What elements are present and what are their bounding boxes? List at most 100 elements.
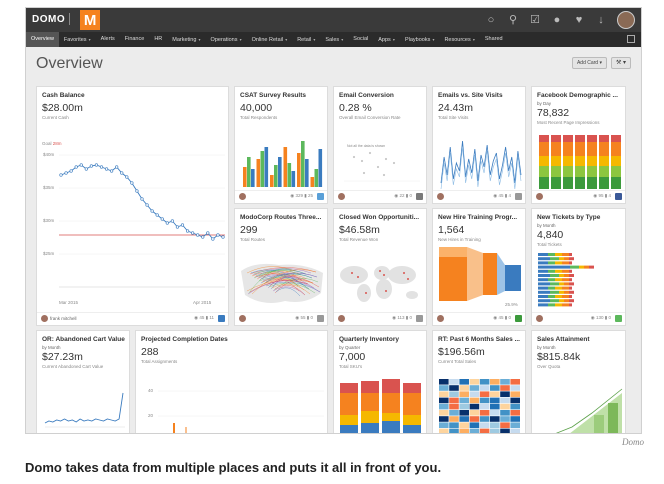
avatar[interactable] — [617, 11, 635, 29]
wrench-button[interactable]: ⚒ ▾ — [611, 57, 631, 69]
heat-cell — [479, 379, 490, 385]
nav-item-overview[interactable]: Overview — [26, 32, 59, 47]
card-stats: ◉ 22 ▮ 0 — [394, 193, 412, 198]
fb-bar-segment — [587, 135, 597, 142]
search-icon[interactable]: ⚲ — [508, 14, 518, 26]
owner-avatar[interactable] — [437, 315, 444, 322]
fb-bar-segment — [611, 177, 621, 189]
csat-bar — [274, 165, 278, 187]
company-logo[interactable]: M — [80, 10, 101, 30]
download-icon[interactable]: ↓ — [598, 14, 604, 26]
ticket-bar-segment — [569, 274, 574, 277]
card-title: Email Conversion — [339, 92, 394, 99]
nav-item-apps[interactable]: Apps ▾ — [378, 36, 395, 43]
card-email-conversion[interactable]: Email Conversion 0.28 % Overall Email Co… — [333, 86, 427, 204]
heat-cell — [500, 391, 510, 397]
ticket-bar-segment — [559, 257, 564, 261]
route-line — [257, 274, 315, 289]
heat-cell — [490, 416, 500, 422]
nav-item-shared[interactable]: Shared — [484, 36, 503, 42]
new-hire-funnel-chart — [439, 247, 521, 301]
expand-icon[interactable] — [627, 35, 635, 43]
card-projected-completion[interactable]: Projected Completion Dates 288 Total Ass… — [135, 330, 328, 433]
fb-bar-segment — [551, 177, 561, 189]
add-card-button[interactable]: Add Card ▾ — [571, 57, 607, 69]
projected-chart — [158, 390, 324, 433]
csat-bar-chart — [243, 141, 323, 187]
fb-bar-segment — [539, 177, 549, 189]
card-value: 1,564 — [438, 224, 465, 236]
card-value-label: Total SKU's — [339, 364, 363, 369]
heat-cell — [479, 403, 490, 410]
heart-icon[interactable]: ♥ — [575, 14, 583, 26]
owner-avatar[interactable] — [536, 315, 543, 322]
card-closed-won[interactable]: Closed Won Opportuniti... $46.58m Total … — [333, 208, 427, 326]
cash-point — [155, 213, 159, 217]
csat-bar — [243, 167, 247, 187]
nav-item-retail[interactable]: Retail ▾ — [297, 36, 316, 43]
heat-cell — [479, 422, 490, 428]
nav-item-hr[interactable]: HR — [154, 36, 163, 42]
ticket-bar-segment — [548, 286, 555, 290]
nav-item-playbooks[interactable]: Playbooks ▾ — [404, 36, 435, 43]
card-rt-sales[interactable]: RT: Past 6 Months Sales ... $196.56m Cur… — [432, 330, 526, 433]
owner-avatar[interactable] — [536, 193, 543, 200]
cash-point — [74, 165, 78, 169]
nav-item-finance[interactable]: Finance — [124, 36, 145, 42]
cash-point — [104, 167, 109, 171]
card-cash-balance[interactable]: Cash Balance $28.00m Current Cash Goal 2… — [36, 86, 229, 326]
nav-item-sales[interactable]: Sales ▾ — [325, 36, 344, 43]
nav-item-resources[interactable]: Resources ▾ — [444, 36, 475, 43]
card-sales-attainment[interactable]: Sales Attainment by Month $815.84k Over … — [531, 330, 626, 433]
heat-cell — [490, 397, 500, 404]
fb-bar-segment — [551, 142, 561, 156]
owner-avatar[interactable] — [338, 193, 345, 200]
card-abandoned-cart[interactable]: OR: Abandoned Cart Value by Month $27.23… — [36, 330, 130, 433]
chat-icon[interactable]: ● — [553, 14, 561, 26]
nav-item-online-retail[interactable]: Online Retail ▾ — [251, 36, 288, 43]
cash-point — [59, 173, 63, 177]
cart-line-chart — [44, 392, 125, 428]
card-quarterly-inventory[interactable]: Quarterly Inventory by Quarter 7,000 Tot… — [333, 330, 427, 433]
card-facebook-demographic[interactable]: Facebook Demographic ... by Day 78,832 M… — [531, 86, 626, 204]
fb-bar-segment — [551, 166, 561, 177]
nav-item-alerts[interactable]: Alerts — [100, 36, 115, 42]
nav-item-marketing[interactable]: Marketing ▾ — [172, 36, 201, 43]
y-tick: $40m — [43, 152, 55, 157]
card-routes[interactable]: ModoCorp Routes Three... 299 Total Route… — [234, 208, 328, 326]
heat-cell — [439, 379, 449, 385]
fb-bar-segment — [563, 177, 573, 189]
heat-cell — [510, 397, 520, 404]
domo-logo[interactable]: DOMO — [26, 8, 76, 32]
funnel-stage — [483, 253, 497, 295]
ticket-bar-segment — [562, 278, 569, 282]
owner-avatar[interactable] — [239, 193, 246, 200]
card-value-label: Current Abandoned Cart Value — [42, 364, 104, 369]
check-icon[interactable]: ☑ — [530, 14, 540, 26]
cash-point — [170, 219, 174, 223]
ticket-bar-segment — [538, 257, 550, 261]
globe-icon[interactable]: ○ — [487, 14, 495, 26]
card-new-tickets[interactable]: New Tickets by Type by Month 4,840 Total… — [531, 208, 626, 326]
heat-cell — [439, 403, 449, 410]
cash-point — [94, 163, 99, 167]
source-icon — [515, 193, 522, 200]
ticket-bar-segment — [569, 257, 574, 261]
ticket-bar-segment — [555, 295, 562, 298]
nav-item-social[interactable]: Social — [353, 36, 369, 42]
nav-item-favorites[interactable]: Favorites ▾ — [63, 36, 91, 43]
heat-cell — [510, 428, 520, 433]
heat-cell — [449, 397, 459, 404]
owner-avatar[interactable] — [437, 193, 444, 200]
card-new-hire[interactable]: New Hire Training Progr... 1,564 New Hir… — [432, 208, 526, 326]
owner-avatar[interactable] — [338, 315, 345, 322]
owner-avatar[interactable] — [41, 315, 48, 322]
x-tick: Apr 2015 — [193, 300, 212, 305]
card-value: 0.28 % — [339, 102, 372, 114]
owner-avatar[interactable] — [239, 315, 246, 322]
card-emails-vs-visits[interactable]: Emails vs. Site Visits 24.43m Total Site… — [432, 86, 526, 204]
owner-name: frank mitchell — [50, 316, 77, 321]
route-line — [271, 283, 311, 295]
card-csat[interactable]: CSAT Survey Results 40,000 Total Respond… — [234, 86, 328, 204]
nav-item-operations[interactable]: Operations ▾ — [210, 36, 242, 43]
